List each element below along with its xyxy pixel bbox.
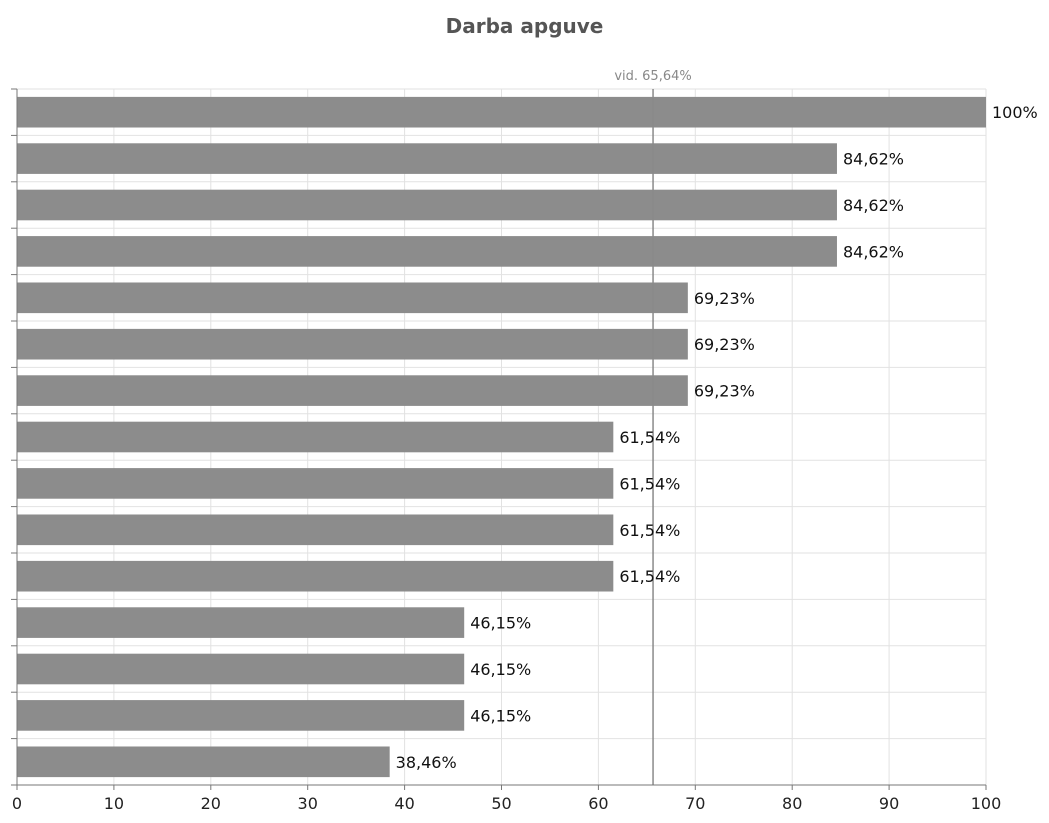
- average-line-label: vid. 65,64%: [614, 69, 691, 84]
- x-tick-label: 90: [879, 794, 899, 813]
- x-tick-label: 40: [394, 794, 414, 813]
- bar-value-label: 46,15%: [470, 614, 531, 633]
- average-layer: vid. 65,64%: [614, 69, 692, 785]
- bar: [17, 746, 390, 778]
- bar: [17, 700, 465, 731]
- bar-value-label: 61,54%: [619, 428, 680, 447]
- bar-value-label: 61,54%: [619, 521, 680, 540]
- bar: [17, 375, 688, 406]
- chart-title: Darba apguve: [445, 14, 604, 38]
- bar: [17, 607, 465, 638]
- bar: [17, 653, 465, 685]
- x-tick-label: 30: [298, 794, 318, 813]
- bar: [17, 421, 614, 453]
- x-tick-label: 10: [104, 794, 124, 813]
- value-labels-layer: 100% 84,62% 84,62% 84,62% 69,23% 69,23% 69,23%…: [396, 103, 1038, 772]
- bar: [17, 468, 614, 499]
- bar: [17, 96, 986, 128]
- bar-value-label: 61,54%: [619, 474, 680, 493]
- bar-value-label: 100%: [992, 103, 1038, 122]
- bar-value-label: 61,54%: [619, 567, 680, 586]
- bar-value-label: 69,23%: [694, 335, 755, 354]
- bar-value-label: 46,15%: [470, 660, 531, 679]
- bar: [17, 282, 688, 314]
- bar-value-label: 38,46%: [396, 753, 457, 772]
- x-tick-label: 80: [782, 794, 802, 813]
- bar: [17, 236, 837, 267]
- bar-value-label: 84,62%: [843, 242, 904, 261]
- axis-layer: 0 10 20 30 40 50 60 70 80 90 100: [11, 88, 1002, 813]
- bar: [17, 560, 614, 592]
- bar-value-label: 84,62%: [843, 150, 904, 169]
- bar: [17, 143, 837, 174]
- x-tick-label: 70: [685, 794, 705, 813]
- x-tick-label: 60: [588, 794, 608, 813]
- bar-value-label: 69,23%: [694, 289, 755, 308]
- bar: [17, 328, 688, 360]
- bars-layer: [17, 96, 986, 778]
- bar-value-label: 69,23%: [694, 382, 755, 401]
- x-tick-label: 20: [201, 794, 221, 813]
- bar: [17, 189, 837, 221]
- bar: [17, 514, 614, 546]
- x-tick-label: 100: [971, 794, 1002, 813]
- bar-value-label: 46,15%: [470, 706, 531, 725]
- x-tick-label: 0: [12, 794, 22, 813]
- bar-value-label: 84,62%: [843, 196, 904, 215]
- x-tick-label: 50: [491, 794, 511, 813]
